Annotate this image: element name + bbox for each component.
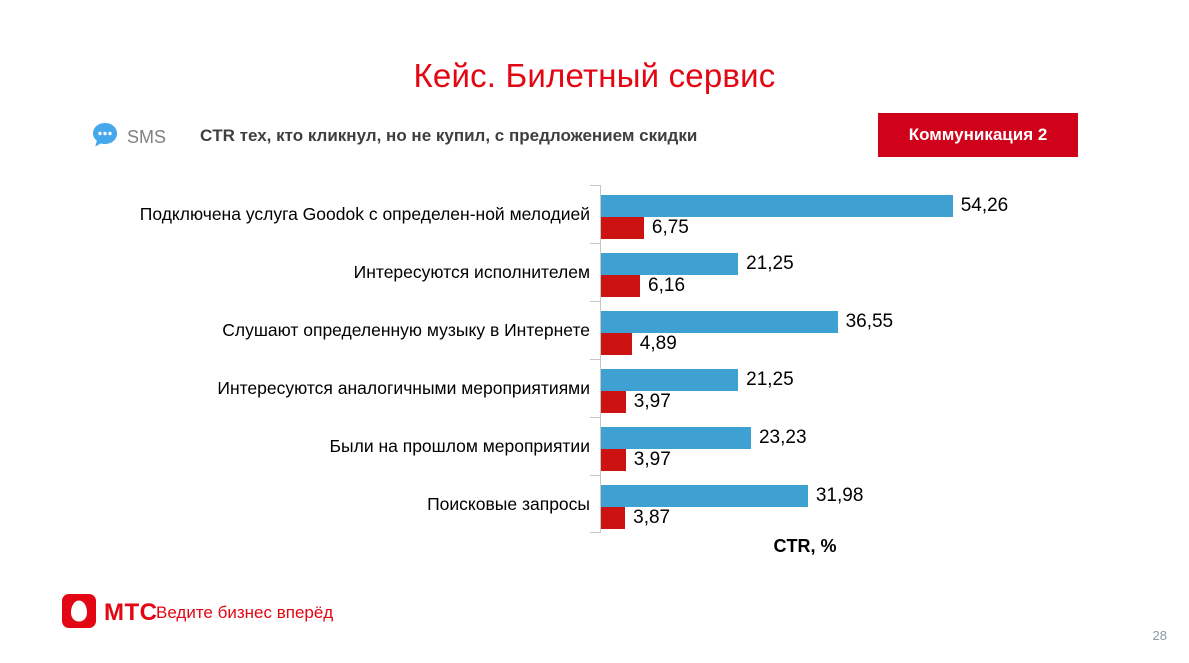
communication-badge: Коммуникация 2 — [878, 113, 1078, 157]
page-number: 28 — [1152, 628, 1167, 643]
category-label: Интересуются аналогичными мероприятиями — [217, 377, 590, 398]
bar-red — [600, 333, 632, 355]
bar-blue — [600, 195, 953, 217]
mts-logo-text: МТС — [104, 599, 158, 626]
sms-label: SMS — [127, 127, 167, 147]
bar-red — [600, 391, 626, 413]
bar-value: 31,98 — [815, 485, 864, 506]
chart-row: Подключена услуга Goodok с определен-ной… — [0, 185, 1189, 243]
chart-row: Поисковые запросы 31,98 3,87 — [0, 475, 1189, 533]
mts-logo-icon — [62, 594, 96, 633]
bar-value: 3,87 — [633, 507, 671, 528]
bar-value: 54,26 — [960, 195, 1009, 216]
y-axis-line — [590, 185, 601, 533]
bar-blue — [600, 427, 751, 449]
sms-chat-bubble-icon — [90, 121, 120, 154]
chart-row: Слушают определенную музыку в Интернете … — [0, 301, 1189, 359]
chart-row: Интересуются исполнителем 21,25 6,16 — [0, 243, 1189, 301]
footer-slogan: Ведите бизнес вперёд — [156, 603, 334, 622]
bar-blue — [600, 311, 838, 333]
chart-row: Были на прошлом мероприятии 23,23 3,97 — [0, 417, 1189, 475]
chart-subtitle: CTR тех, кто кликнул, но не купил, с пре… — [200, 126, 698, 145]
bar-red — [600, 507, 626, 529]
bar-blue — [600, 253, 739, 275]
category-label: Были на прошлом мероприятии — [329, 435, 590, 456]
category-label: Поисковые запросы — [427, 493, 590, 514]
category-label: Интересуются исполнителем — [353, 261, 590, 282]
category-label: Подключена услуга Goodok с определен-ной… — [139, 203, 590, 224]
bar-blue — [600, 485, 808, 507]
bar-chart: Подключена услуга Goodok с определен-ной… — [0, 185, 1189, 556]
bar-value: 21,25 — [746, 253, 794, 274]
bar-value: 21,25 — [746, 369, 794, 390]
bar-value: 3,97 — [633, 391, 671, 412]
bar-value: 23,23 — [758, 427, 807, 448]
bar-value: 4,89 — [639, 333, 677, 354]
bar-value: 6,75 — [651, 217, 689, 238]
bar-value: 3,97 — [633, 449, 671, 470]
bar-blue — [600, 369, 739, 391]
chart-row: Интересуются аналогичными мероприятиями … — [0, 359, 1189, 417]
bar-red — [600, 275, 641, 297]
slide-title: Кейс. Билетный сервис — [413, 57, 776, 94]
category-label: Слушают определенную музыку в Интернете — [222, 319, 590, 340]
bar-red — [600, 217, 644, 239]
x-axis-label: CTR, % — [773, 536, 837, 556]
bar-value: 36,55 — [845, 311, 894, 332]
bar-value: 6,16 — [648, 275, 686, 296]
bar-red — [600, 449, 626, 471]
